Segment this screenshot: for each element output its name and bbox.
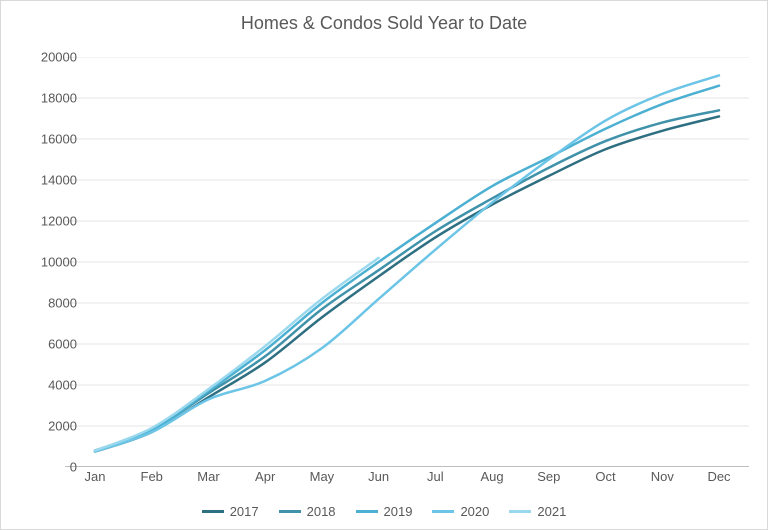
y-tick-label: 0 [17,460,77,475]
x-tick-label: Jul [427,469,444,484]
y-tick-label: 20000 [17,50,77,65]
x-tick-label: Dec [707,469,730,484]
legend-item-2018: 2018 [279,504,336,519]
legend-item-2017: 2017 [202,504,259,519]
x-tick-label: Mar [197,469,219,484]
x-tick-label: Feb [141,469,163,484]
plot-area [65,57,749,467]
legend-swatch [202,510,224,513]
x-tick-label: Jan [85,469,106,484]
x-tick-label: Apr [255,469,275,484]
x-tick-label: Nov [651,469,674,484]
x-tick-label: Aug [481,469,504,484]
legend-swatch [279,510,301,513]
y-tick-label: 6000 [17,337,77,352]
series-line-2018 [95,110,719,450]
y-tick-label: 10000 [17,255,77,270]
x-tick-label: May [310,469,335,484]
legend-label: 2018 [307,504,336,519]
series-line-2017 [95,116,719,451]
y-tick-label: 14000 [17,173,77,188]
y-tick-label: 18000 [17,91,77,106]
legend-item-2019: 2019 [356,504,413,519]
legend-swatch [509,510,531,513]
y-tick-label: 8000 [17,296,77,311]
series-line-2019 [95,86,719,451]
legend-label: 2021 [537,504,566,519]
legend-item-2021: 2021 [509,504,566,519]
y-tick-label: 16000 [17,132,77,147]
legend-label: 2020 [460,504,489,519]
chart-title: Homes & Condos Sold Year to Date [1,1,767,34]
y-tick-label: 12000 [17,214,77,229]
legend: 2017 2018 2019 2020 2021 [1,501,767,519]
y-tick-label: 4000 [17,378,77,393]
legend-label: 2017 [230,504,259,519]
x-tick-label: Sep [537,469,560,484]
series-line-2021 [95,258,379,451]
chart-container: Homes & Condos Sold Year to Date 2017201… [0,0,768,530]
legend-item-2020: 2020 [432,504,489,519]
legend-swatch [356,510,378,513]
x-tick-label: Oct [595,469,615,484]
legend-swatch [432,510,454,513]
x-tick-label: Jun [368,469,389,484]
series-line-2020 [95,75,719,451]
y-tick-label: 2000 [17,419,77,434]
legend-label: 2019 [384,504,413,519]
